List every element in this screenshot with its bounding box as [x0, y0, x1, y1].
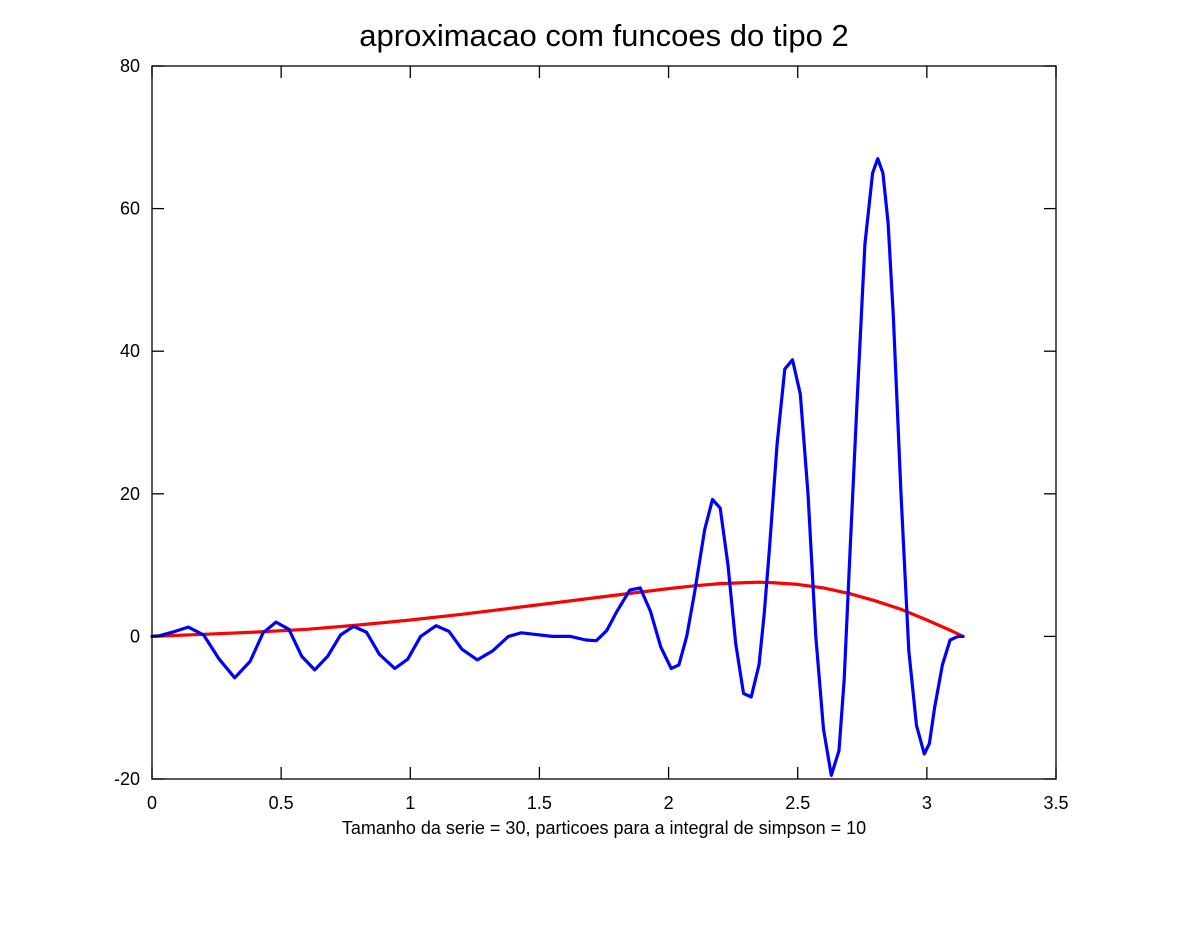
x-tick-label: 1 [405, 793, 415, 813]
x-tick-label: 3.5 [1043, 793, 1068, 813]
x-tick-label: 3 [922, 793, 932, 813]
x-axis-label: Tamanho da serie = 30, particoes para a … [342, 818, 866, 838]
x-tick-label: 0 [147, 793, 157, 813]
chart-title: aproximacao com funcoes do tipo 2 [359, 18, 848, 53]
y-tick-label: 60 [120, 199, 140, 219]
x-tick-label: 2.5 [785, 793, 810, 813]
y-tick-label: -20 [114, 769, 140, 789]
x-axis: 0 0.5 1 1.5 2 2.5 3 3.5 [147, 66, 1069, 813]
y-tick-label: 0 [130, 626, 140, 646]
x-tick-label: 2 [664, 793, 674, 813]
series-line-1 [150, 580, 965, 638]
series-line-2 [150, 157, 965, 777]
x-tick-label: 1.5 [527, 793, 552, 813]
y-axis: -20 0 20 40 60 80 [114, 56, 1056, 789]
x-tick-label: 0.5 [269, 793, 294, 813]
y-tick-label: 40 [120, 341, 140, 361]
y-tick-label: 20 [120, 484, 140, 504]
plot-frame [151, 65, 1057, 780]
series-layer [150, 157, 965, 777]
y-tick-label: 80 [120, 56, 140, 76]
